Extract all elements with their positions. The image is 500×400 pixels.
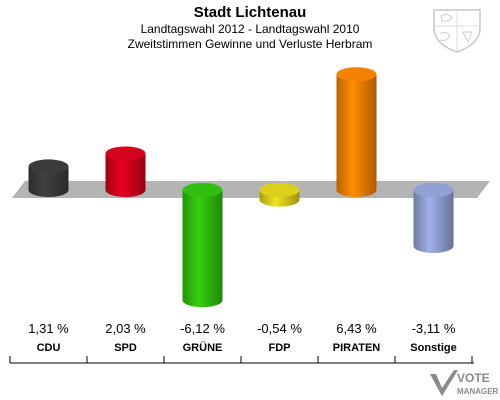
value-label-piraten: 6,43 % xyxy=(336,321,377,336)
bars-group xyxy=(28,67,454,308)
bar-body-sonstige xyxy=(413,190,454,253)
category-label-spd: SPD xyxy=(114,342,137,354)
watermark-line2: MANAGER xyxy=(457,387,498,396)
bar-cap-sonstige xyxy=(413,183,454,197)
value-label-spd: 2,03 % xyxy=(105,321,146,336)
chart-description: Zweitstimmen Gewinne und Verluste Herbra… xyxy=(127,37,373,51)
value-labels-group: 1,31 % 2,03 % -6,12 % -0,54 % 6,43 % -3,11 % xyxy=(28,321,456,336)
bar-spd xyxy=(105,146,146,198)
watermark-line1: VOTE xyxy=(457,371,490,385)
bar-piraten xyxy=(336,67,377,198)
category-label-fdp: FDP xyxy=(269,342,291,354)
bar-body-cdu xyxy=(28,166,69,197)
category-label-cdu: CDU xyxy=(37,342,61,354)
category-label-gr-ne: GRÜNE xyxy=(183,341,223,354)
bar-sonstige xyxy=(413,183,454,253)
chart-subtitle: Landtagswahl 2012 - Landtagswahl 2010 xyxy=(140,22,360,36)
bar-gr-ne xyxy=(182,183,223,308)
bar-cap-piraten xyxy=(336,67,377,82)
bar-body-gr-ne xyxy=(182,190,223,308)
bar-cdu xyxy=(28,159,69,197)
bar-cap-gr-ne xyxy=(182,183,223,197)
value-label-gr-ne: -6,12 % xyxy=(180,321,225,336)
category-axis: CDU SPD GRÜNE FDP PIRATEN Sonstige xyxy=(9,341,473,363)
bar-cap-spd xyxy=(105,146,146,161)
value-label-sonstige: -3,11 % xyxy=(412,321,456,336)
bar-cap-fdp xyxy=(259,183,300,197)
category-label-piraten: PIRATEN xyxy=(333,342,381,354)
votemanager-logo: VOTE MANAGER xyxy=(430,370,498,396)
bar-fdp xyxy=(259,183,300,207)
category-label-sonstige: Sonstige xyxy=(410,342,456,354)
bar-body-spd xyxy=(105,153,146,198)
bar-cap-cdu xyxy=(28,159,69,174)
value-label-cdu: 1,31 % xyxy=(28,321,69,336)
chart-title: Stadt Lichtenau xyxy=(193,4,307,21)
coat-of-arms-icon xyxy=(433,9,481,53)
value-label-fdp: -0,54 % xyxy=(257,321,302,336)
bar-body-piraten xyxy=(336,74,377,198)
